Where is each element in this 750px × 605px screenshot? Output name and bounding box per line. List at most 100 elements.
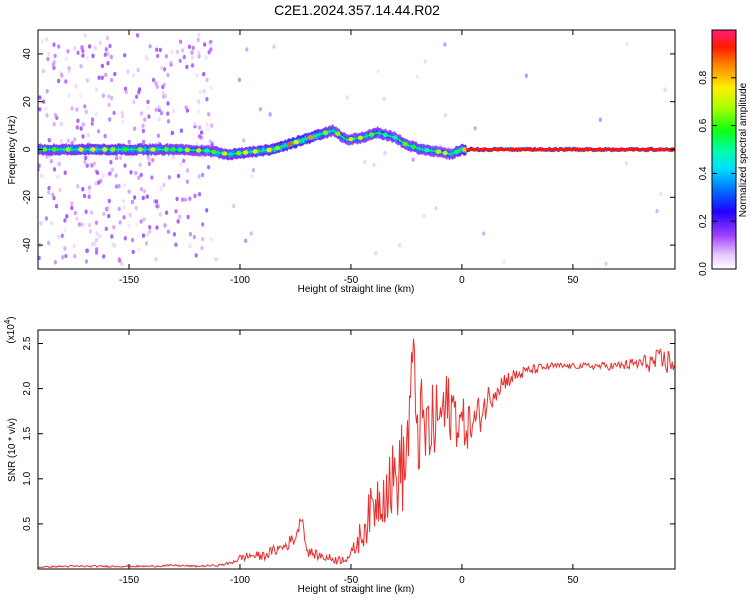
spectrogram-noise-cell [200, 130, 204, 135]
spectrogram-noise-cell [70, 106, 74, 111]
spectrogram-noise-cell [155, 225, 159, 230]
spectrogram-noise-cell [164, 54, 168, 59]
spectrogram-noise-cell [49, 159, 53, 164]
spectrogram-noise-cell [422, 213, 426, 219]
spectrogram-noise-cell [86, 132, 90, 137]
spectrogram-noise-cell [61, 255, 65, 260]
spectrogram-ridge-knot [90, 147, 96, 152]
spectrogram-noise-cell [101, 173, 105, 178]
spectrogram-y-tick-label: 20 [22, 96, 33, 108]
spectrogram-noise-cell [87, 223, 92, 228]
spectrogram-noise-cell [155, 84, 159, 89]
spectrogram-noise-cell [56, 174, 60, 180]
spectrogram-noise-cell [106, 61, 110, 66]
spectrogram-noise-cell [482, 231, 486, 236]
spectrogram-noise-cell [210, 123, 214, 128]
spectrogram-noise-cell [109, 160, 113, 165]
spectrogram-noise-cell [122, 182, 127, 188]
spectrogram-noise-cell [47, 51, 51, 57]
spectrogram-noise-cell [443, 112, 448, 118]
spectrogram-ridge-knot [42, 147, 48, 152]
spectrogram-noise-cell [90, 210, 94, 215]
spectrogram-ridge-knot [210, 149, 217, 154]
spectrogram-ridge-knot [150, 147, 156, 152]
spectrogram-noise-cell [154, 107, 158, 113]
spectrogram-noise-cell [118, 258, 122, 264]
spectrogram-noise-cell [54, 204, 59, 209]
spectrogram-noise-cell [242, 138, 246, 143]
spectrogram-noise-cell [123, 53, 127, 58]
spectrogram-y-label: Frequency (Hz) [7, 116, 18, 185]
spectrogram-noise-cell [113, 71, 117, 77]
spectrogram-noise-cell [382, 96, 386, 102]
spectrogram-noise-cell [143, 117, 147, 122]
spectrogram-noise-cell [473, 126, 477, 131]
spectrogram-noise-cell [118, 220, 122, 225]
spectrogram-noise-cell [107, 102, 111, 108]
spectrogram-noise-cell [148, 225, 152, 230]
spectrogram-noise-cell [45, 89, 49, 94]
spectrogram-noise-cell [178, 58, 182, 63]
spectrogram-y-ticks: -40 -20 0 20 40 [22, 48, 675, 252]
spectrogram-noise-cell [40, 38, 45, 44]
spectrogram-noise-cell [134, 205, 138, 211]
spectrogram-noise-cell [91, 53, 95, 59]
spectrogram-noise-cell [94, 250, 99, 255]
spectrogram-noise-cell [117, 206, 121, 212]
spectrogram-noise-cell [175, 196, 179, 202]
spectrogram-ridge-knot [442, 150, 448, 156]
spectrogram-noise-cell [195, 73, 199, 78]
spectrogram-noise-cell [203, 42, 207, 47]
spectrogram-noise-cell [604, 261, 608, 266]
spectrogram-noise-cell [175, 49, 179, 55]
spectrogram-noise-cell [67, 68, 71, 74]
spectrogram-noise-cell [166, 111, 170, 116]
spectrogram-ridge-knot [462, 147, 468, 152]
spectrogram-x-label: Height of straight line (km) [298, 284, 415, 295]
spectrogram-noise-cell [83, 159, 87, 164]
spectrogram-ridge-knot [196, 148, 202, 153]
spectrogram-ridge-knot [382, 132, 388, 138]
spectrogram-noise-cell [176, 173, 181, 179]
snr-x-tick-label: -50 [344, 575, 359, 586]
snr-y-label: SNR (10 * v/v) [7, 418, 18, 482]
spectrogram-noise-cell [155, 199, 159, 204]
spectrogram-noise-cell [202, 89, 206, 94]
snr-y-tick-label: 2.0 [22, 381, 33, 395]
spectrogram-noise-cell [197, 50, 201, 55]
spectrogram-noise-cell [158, 47, 162, 53]
spectrogram-noise-cell [191, 45, 195, 51]
spectrogram-noise-cell [57, 44, 61, 49]
spectrogram-noise-cell [182, 158, 186, 163]
spectrogram-noise-cell [159, 110, 163, 116]
spectrogram-noise-cell [142, 189, 147, 194]
spectrogram-noise-cell [114, 173, 118, 178]
spectrogram-noise-cell [188, 196, 192, 201]
spectrogram-noise-cell [38, 163, 41, 168]
spectrogram-noise-cell [249, 231, 253, 236]
spectrogram-noise-cell [109, 54, 113, 60]
spectrogram-noise-cell [624, 161, 628, 166]
spectrogram-noise-cell [163, 223, 167, 228]
spectrogram-noise-cell [45, 37, 49, 42]
spectrogram-noise-cell [79, 63, 83, 69]
spectrogram-noise-cell [598, 117, 602, 122]
spectrogram-noise-cell [202, 72, 206, 77]
spectrogram-noise-cell [106, 205, 110, 211]
spectrogram-noise-cell [104, 226, 108, 231]
spectrogram-noise-cell [190, 50, 194, 55]
spectrogram-noise-cell [163, 94, 167, 99]
spectrogram-noise-cell [150, 175, 154, 180]
spectrogram-noise-cell [57, 161, 61, 167]
spectrogram-noise-cell [124, 89, 128, 95]
spectrogram-ridge-knot [274, 146, 280, 151]
spectrogram-noise-cell [52, 42, 56, 47]
spectrogram-noise-cell [121, 119, 125, 125]
spectrogram-noise-cell [193, 121, 197, 127]
spectrogram-noise-cell [156, 133, 160, 138]
spectrogram-noise-cell [194, 253, 198, 258]
spectrogram-noise-cell [205, 97, 209, 102]
snr-y-tick-label: 1.5 [22, 426, 33, 440]
spectrogram-ridge-knot [357, 135, 364, 140]
snr-frame [37, 329, 676, 570]
